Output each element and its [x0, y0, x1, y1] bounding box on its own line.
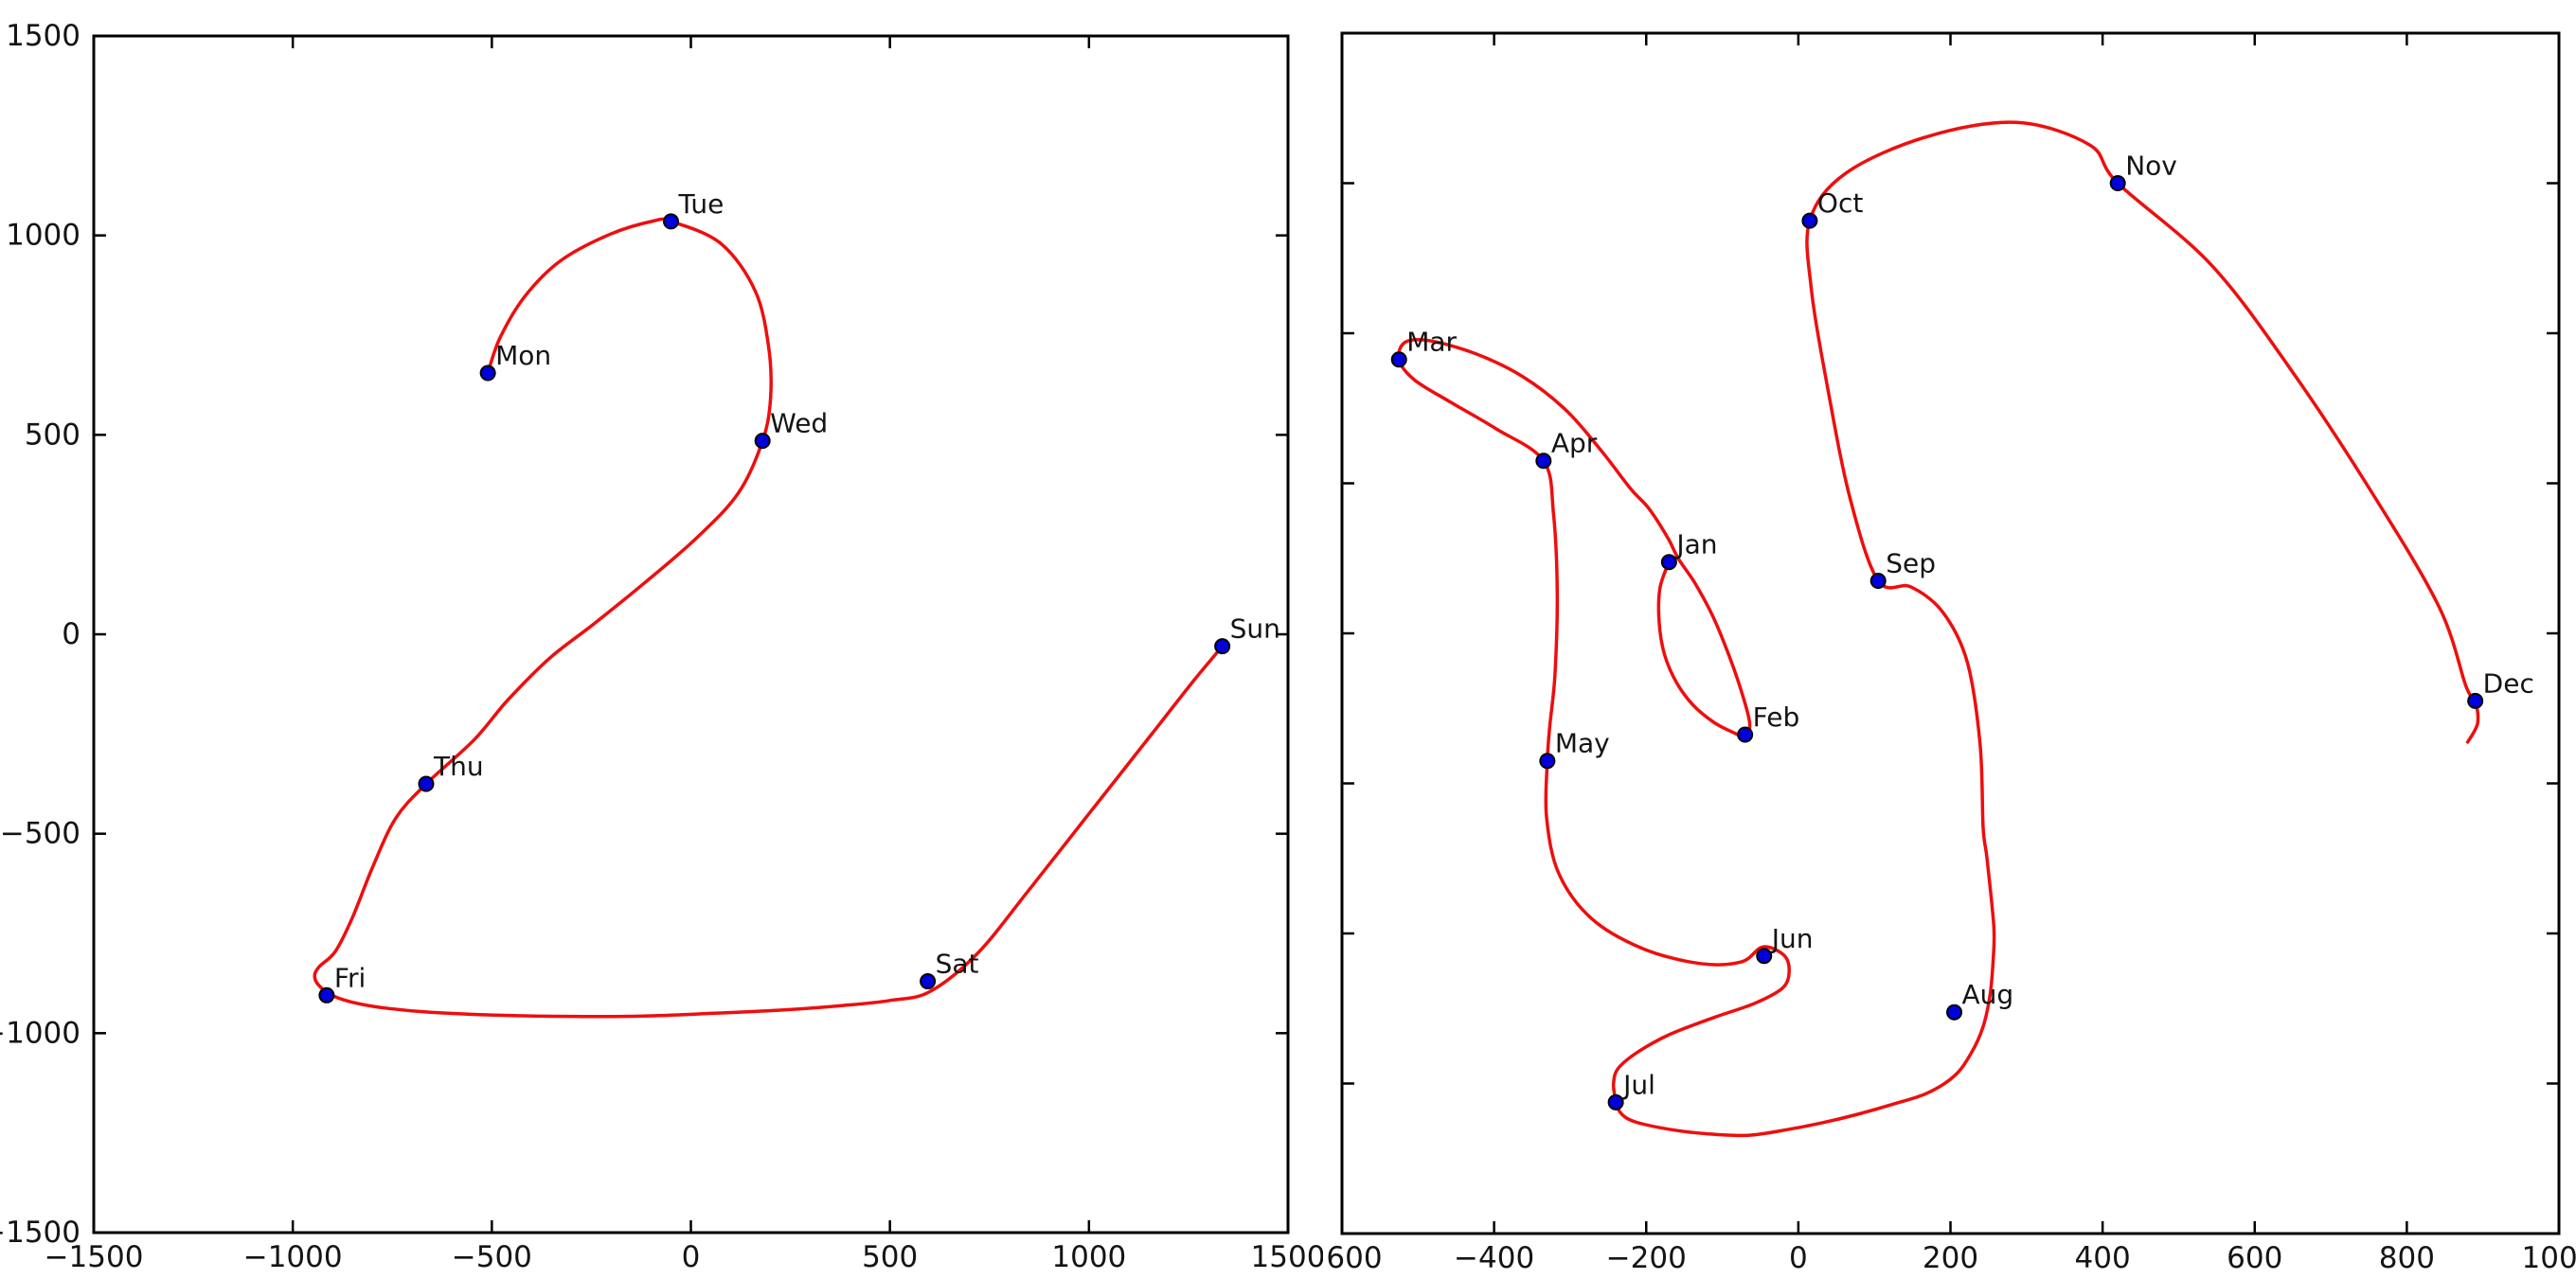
data-point-label: Mon	[495, 340, 551, 371]
data-point-label: Oct	[1817, 187, 1863, 219]
x-tick-label: 500	[862, 1240, 918, 1274]
data-point-dot	[1737, 726, 1754, 743]
data-point-dot	[479, 364, 496, 382]
month-embedding-plot: −600 −400 −200 0 200 400 600 800 1000 Jan Feb Mar Ap…	[1301, 31, 2576, 1275]
x-tick-label: 1000	[1051, 1240, 1126, 1274]
x-tick-label: 200	[1923, 1241, 1978, 1275]
data-point-label: Feb	[1753, 702, 1800, 733]
y-tick-label: −500	[0, 817, 80, 851]
data-point-label: Thu	[433, 751, 484, 782]
data-point-label: Apr	[1551, 428, 1598, 459]
data-point-dot	[318, 986, 335, 1004]
spline-curve	[1397, 120, 2480, 1138]
y-tick-label: −1000	[0, 1016, 80, 1050]
data-point-dot	[1214, 638, 1231, 655]
x-tick-label: 600	[2227, 1241, 2282, 1275]
data-point-dot	[754, 433, 771, 450]
data-point-label: Sep	[1886, 548, 1936, 579]
x-tick-label: −500	[452, 1240, 532, 1274]
data-point-dot	[1607, 1093, 1624, 1110]
data-point-dot	[920, 973, 937, 990]
data-point-label: Jun	[1770, 923, 1814, 954]
data-point-label: Mar	[1406, 327, 1457, 358]
y-tick-label: 0	[62, 617, 80, 651]
data-point-label: May	[1555, 728, 1610, 759]
data-point-dot	[662, 213, 679, 230]
data-point-dot	[1539, 753, 1556, 770]
x-tick-label: −1000	[243, 1240, 343, 1274]
data-point-dot	[418, 775, 435, 792]
x-tick-label: 1500	[1251, 1240, 1326, 1274]
data-point-dot	[1660, 554, 1677, 571]
x-tick-label: 0	[682, 1240, 701, 1274]
data-point-dot	[2467, 692, 2484, 709]
y-tick-label: 1000	[6, 219, 80, 253]
x-tick-label: 800	[2379, 1241, 2435, 1275]
data-point-dot	[1390, 351, 1407, 368]
data-point-label: Nov	[2125, 151, 2177, 182]
data-point-label: Fri	[334, 962, 366, 993]
x-tick-label: 0	[1789, 1241, 1808, 1275]
data-point-dot	[1801, 212, 1818, 229]
weekday-embedding-plot: −1500 −1000 −500 0 500 1000 1500 −1500 −1000 −500…	[0, 19, 1326, 1274]
data-point-dot	[1946, 1004, 1963, 1021]
data-point-dot	[2109, 175, 2126, 191]
data-point-label: Aug	[1962, 979, 2014, 1010]
data-point-dot	[1869, 573, 1887, 590]
x-tick-label: −400	[1454, 1241, 1534, 1275]
y-tick-label: 1500	[6, 19, 80, 53]
data-point-label: Jul	[1621, 1069, 1655, 1100]
x-tick-label: −1500	[45, 1240, 144, 1274]
data-point-label: Jan	[1674, 529, 1717, 560]
x-tick-label: −200	[1606, 1241, 1687, 1275]
axes-frame	[1340, 31, 2561, 1235]
x-tick-label: 1000	[2522, 1241, 2576, 1275]
data-point-label: Sat	[936, 949, 979, 980]
data-point-label: Wed	[770, 408, 828, 439]
x-tick-label: −600	[1301, 1241, 1382, 1275]
y-tick-label: 500	[25, 417, 80, 452]
data-point-label: Tue	[677, 188, 724, 220]
data-point-label: Sun	[1230, 613, 1280, 645]
x-tick-label: 400	[2075, 1241, 2131, 1275]
data-point-dot	[1535, 453, 1552, 470]
data-point-label: Dec	[2483, 667, 2534, 699]
data-point-dot	[1756, 948, 1773, 965]
y-tick-label: −1500	[0, 1216, 80, 1250]
spline-curve	[313, 217, 1225, 1019]
